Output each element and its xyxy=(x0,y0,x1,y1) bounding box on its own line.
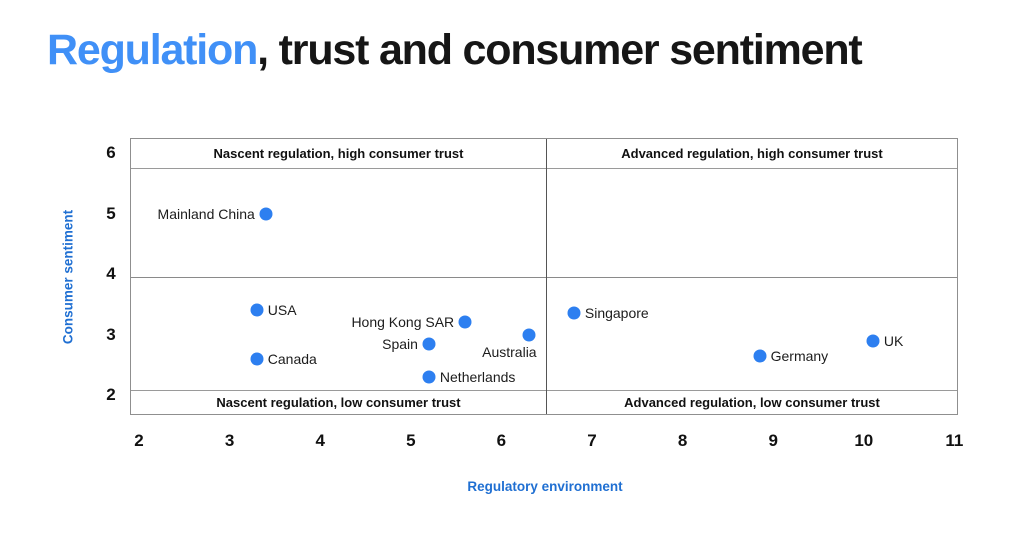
x-tick-8: 8 xyxy=(677,431,688,450)
point-canada xyxy=(250,352,264,366)
x-tick-9: 9 xyxy=(768,431,778,450)
x-axis-label: Regulatory environment xyxy=(467,479,623,494)
x-tick-5: 5 xyxy=(406,431,416,450)
title-accent: Regulation xyxy=(47,26,258,74)
point-germany xyxy=(753,349,767,363)
title-rest: , trust and consumer sentiment xyxy=(257,26,863,74)
quadrant-label-bottom-right: Advanced regulation, low consumer trust xyxy=(624,394,880,410)
point-label-singapore: Singapore xyxy=(584,305,649,322)
point-uk xyxy=(866,334,880,348)
quadrant-label-bottom-left: Nascent regulation, low consumer trust xyxy=(216,394,461,410)
point-usa xyxy=(250,303,264,317)
point-singapore xyxy=(567,306,581,320)
x-tick-7: 7 xyxy=(587,431,597,450)
quadrant-label-top-left: Nascent regulation, high consumer trust xyxy=(213,146,464,161)
point-label-spain: Spain xyxy=(382,335,418,352)
plot-area: Nascent regulation, high consumer trust A… xyxy=(130,138,958,415)
x-tick-11: 11 xyxy=(945,431,964,450)
quadrant-label-top-right: Advanced regulation, high consumer trust xyxy=(621,146,883,161)
y-tick-4: 4 xyxy=(106,264,116,283)
y-tick-3: 3 xyxy=(106,324,116,344)
x-tick-2: 2 xyxy=(134,431,144,450)
y-tick-2: 2 xyxy=(106,385,116,404)
point-spain xyxy=(422,337,436,351)
y-tick-6: 6 xyxy=(106,143,116,162)
point-australia xyxy=(522,328,536,341)
point-hong-kong-sar xyxy=(458,315,472,329)
quadrant-divider-horizontal xyxy=(131,277,957,278)
point-mainland-china xyxy=(259,207,273,220)
point-label-uk: UK xyxy=(883,332,904,349)
bottom-quadrant-band-divider xyxy=(131,390,957,391)
point-label-netherlands: Netherlands xyxy=(439,368,516,385)
point-label-mainland-china: Mainland China xyxy=(157,205,255,222)
y-axis-label: Consumer sentiment xyxy=(60,209,76,345)
x-tick-6: 6 xyxy=(496,431,507,450)
point-label-germany: Germany xyxy=(770,347,829,364)
top-quadrant-band-divider xyxy=(131,168,957,169)
point-label-canada: Canada xyxy=(267,350,317,367)
y-tick-5: 5 xyxy=(106,203,116,223)
point-label-hong-kong-sar: Hong Kong SAR xyxy=(351,314,455,331)
point-label-australia: Australia xyxy=(482,343,537,360)
point-netherlands xyxy=(422,370,436,384)
x-tick-4: 4 xyxy=(315,431,325,450)
quadrant-divider-vertical xyxy=(546,139,547,414)
point-label-usa: USA xyxy=(267,302,297,319)
x-tick-3: 3 xyxy=(224,431,235,450)
x-tick-10: 10 xyxy=(854,431,874,450)
page-title: Regulation, trust and consumer sentiment xyxy=(47,26,863,75)
